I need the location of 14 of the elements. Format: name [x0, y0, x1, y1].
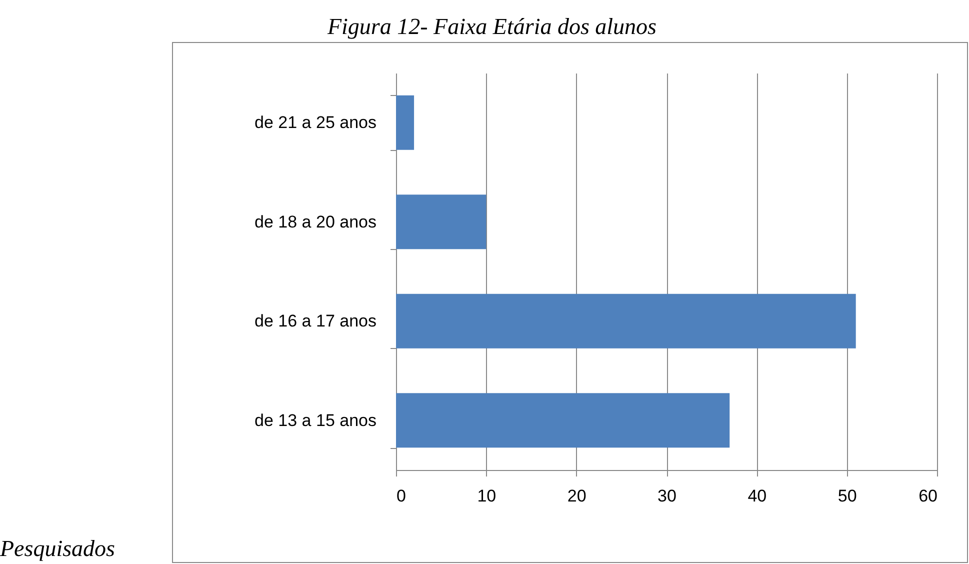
- x-tick-label: 0: [396, 486, 406, 506]
- x-tick-label: 40: [748, 486, 767, 506]
- x-tick-label: 10: [477, 486, 496, 506]
- frame-outline: 0 10 20 30 40 50 60 de 21 a 25 anos de 18 a 20 anos de 16 a 17 anos de 13 a 15 anos: [172, 42, 968, 563]
- x-tick-label: 60: [918, 486, 938, 506]
- x-tick-label: 50: [838, 486, 857, 506]
- y-tick-label: de 16 a 17 anos: [254, 312, 376, 331]
- y-tick-label: de 21 a 25 anos: [254, 113, 376, 132]
- x-tick-label: 20: [567, 486, 586, 506]
- text: Pesquisados: [0, 536, 115, 562]
- y-tick-label: de 13 a 15 anos: [254, 410, 376, 430]
- x-tick-label: 30: [658, 486, 676, 506]
- chart-title: Figura 12- Faixa Etária dos alunos: [326, 14, 658, 40]
- y-tick-label: de 18 a 20 anos: [254, 212, 376, 232]
